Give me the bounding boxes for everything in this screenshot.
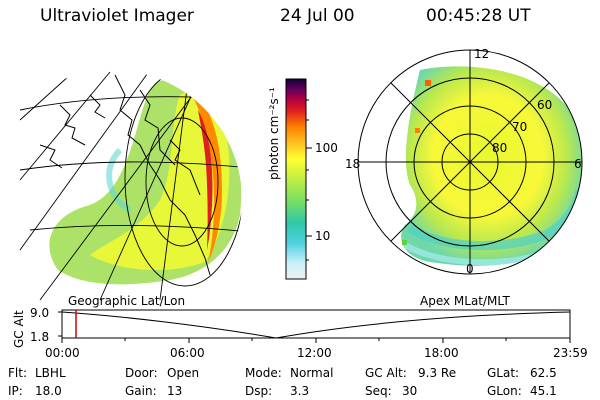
geographic-image xyxy=(19,70,242,301)
timeline-ytick-1_8: 1.8 xyxy=(30,330,50,344)
timeline-xtick-1200: 12:00 xyxy=(297,346,332,360)
lat-label-80: 80 xyxy=(492,141,508,155)
lat-label-60: 60 xyxy=(537,98,553,112)
ip-value: 18.0 xyxy=(35,384,62,398)
mode-value: Normal xyxy=(290,366,334,380)
glat-value: 62.5 xyxy=(530,366,557,380)
timeline-plot xyxy=(58,309,571,343)
mlt-label-12: 12 xyxy=(474,47,490,61)
lat-label-70: 70 xyxy=(512,120,528,134)
timeline-xtick-0000: 00:00 xyxy=(45,346,80,360)
timeline-xtick-2359: 23:59 xyxy=(553,346,588,360)
polar-image xyxy=(357,49,583,275)
flt-label: Flt: xyxy=(8,366,27,380)
time-label: 00:45:28 UT xyxy=(426,6,531,26)
door-label: Door: xyxy=(125,366,158,380)
colorbar-tick-100: 100 xyxy=(315,141,338,155)
dsp-value: 3.3 xyxy=(290,384,310,398)
mlt-label-18: 18 xyxy=(345,157,361,171)
gcalt-value: 9.3 Re xyxy=(418,366,457,380)
date-label: 24 Jul 00 xyxy=(280,6,355,26)
mlt-label-6: 6 xyxy=(574,157,582,171)
door-value: Open xyxy=(167,366,200,380)
gain-value: 13 xyxy=(167,384,183,398)
timeline-xtick-1800: 18:00 xyxy=(424,346,459,360)
timeline-xtick-0600: 06:00 xyxy=(170,346,205,360)
timeline-axis-label: GC Alt xyxy=(12,310,26,348)
glat-label: GLat: xyxy=(487,366,520,380)
ip-label: IP: xyxy=(8,384,23,398)
geographic-label: Geographic Lat/Lon xyxy=(68,294,186,308)
colorbar xyxy=(285,78,312,280)
mode-label: Mode: xyxy=(245,366,282,380)
seq-value: 30 xyxy=(402,384,418,398)
seq-label: Seq: xyxy=(365,384,392,398)
app-title: Ultraviolet Imager xyxy=(40,6,194,26)
gcalt-label: GC Alt: xyxy=(365,366,407,380)
timeline-ytick-9: 9.0 xyxy=(30,306,50,320)
mlt-label-0: 0 xyxy=(466,262,474,276)
flt-value: LBHL xyxy=(35,366,66,380)
colorbar-unit-label: photon cm⁻²s⁻¹ xyxy=(267,87,281,180)
dsp-label: Dsp: xyxy=(245,384,273,398)
glon-value: 45.1 xyxy=(530,384,557,398)
glon-label: GLon: xyxy=(487,384,522,398)
gain-label: Gain: xyxy=(125,384,157,398)
apex-label: Apex MLat/MLT xyxy=(420,294,510,308)
colorbar-tick-10: 10 xyxy=(315,229,331,243)
